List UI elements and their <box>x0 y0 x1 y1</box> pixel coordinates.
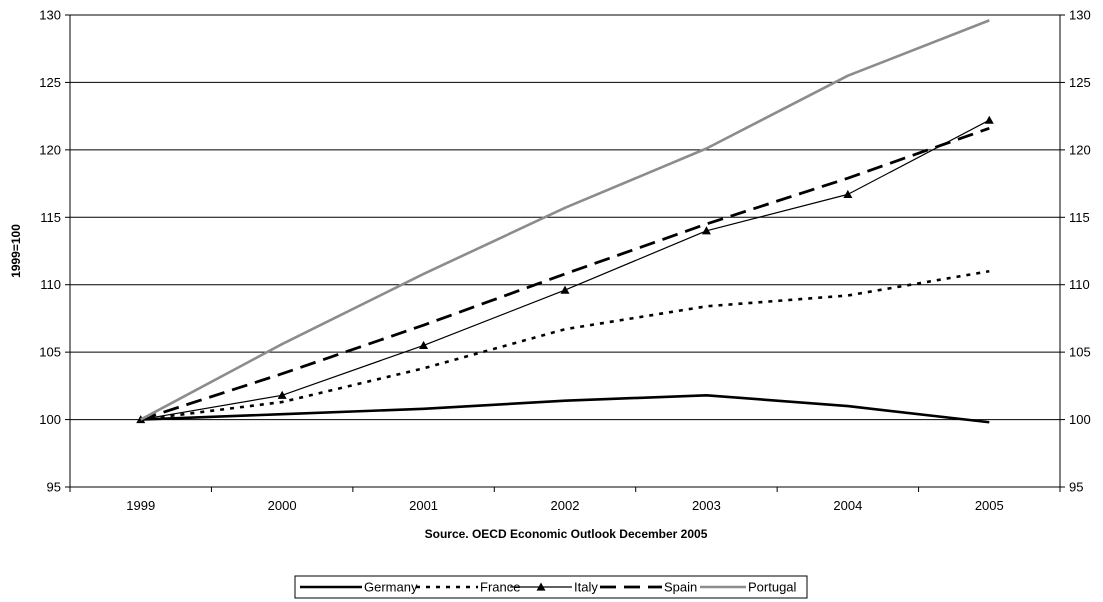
series-france <box>140 269 990 421</box>
legend-label: Portugal <box>748 580 797 595</box>
y-tick-label-left: 130 <box>39 8 61 23</box>
y-tick-label-right: 115 <box>1069 210 1090 225</box>
data-point-marker <box>701 226 711 235</box>
legend: Germany France Italy Spain Portugal <box>294 575 808 599</box>
x-tick-label: 2003 <box>692 498 721 513</box>
legend-item-italy: Italy <box>510 580 598 595</box>
y-tick-label-left: 110 <box>40 277 61 292</box>
legend-item-france: France <box>416 580 520 595</box>
legend-label: Spain <box>664 580 697 595</box>
legend-item-spain: Spain <box>600 580 697 595</box>
data-point-marker <box>419 340 429 349</box>
axes <box>65 14 1065 492</box>
gridlines <box>70 14 1060 488</box>
data-point-marker <box>536 582 546 591</box>
data-point-marker <box>560 285 570 294</box>
series-line-italy <box>140 119 990 421</box>
y-tick-label-left: 125 <box>39 75 61 90</box>
legend-label: France <box>480 580 520 595</box>
y-tick-label-left: 120 <box>39 142 61 157</box>
series-line-germany <box>140 393 990 424</box>
y-tick-label-left: 95 <box>47 480 61 495</box>
tick-labels: 95 95 100 100 105 105 110 110 115 115 120 120 125 125… <box>39 8 1090 514</box>
series-line-portugal <box>140 19 990 421</box>
y-tick-label-right: 125 <box>1069 75 1091 90</box>
y-tick-label-right: 110 <box>1069 277 1090 292</box>
x-axis-title: Source. OECD Economic Outlook December 2… <box>425 527 708 541</box>
x-tick-label: 2002 <box>551 498 580 513</box>
y-tick-label-right: 130 <box>1069 8 1091 23</box>
series-germany <box>140 393 990 424</box>
series-spain <box>140 126 990 421</box>
x-tick-label: 2004 <box>833 498 862 513</box>
series-lines <box>136 19 994 424</box>
y-axis-title: 1999=100 <box>9 224 23 278</box>
y-tick-label-left: 100 <box>39 412 61 427</box>
x-tick-label: 2000 <box>268 498 297 513</box>
data-point-marker <box>277 390 287 399</box>
y-tick-label-right: 95 <box>1069 480 1083 495</box>
x-tick-label: 2005 <box>975 498 1004 513</box>
series-line-spain <box>140 126 990 421</box>
x-tick-label: 1999 <box>126 498 155 513</box>
series-italy <box>136 115 994 424</box>
series-portugal <box>140 19 990 421</box>
legend-label: Germany <box>364 580 418 595</box>
legend-item-germany: Germany <box>300 580 418 595</box>
data-point-marker <box>843 189 853 198</box>
y-tick-label-right: 100 <box>1069 412 1091 427</box>
series-line-france <box>140 269 990 421</box>
x-tick-label: 2001 <box>409 498 438 513</box>
y-tick-label-right: 120 <box>1069 142 1091 157</box>
legend-item-portugal: Portugal <box>700 580 797 595</box>
y-tick-label-left: 115 <box>40 210 61 225</box>
data-point-marker <box>984 115 994 124</box>
y-tick-label-left: 105 <box>39 345 61 360</box>
legend-label: Italy <box>574 580 598 595</box>
y-tick-label-right: 105 <box>1069 345 1091 360</box>
